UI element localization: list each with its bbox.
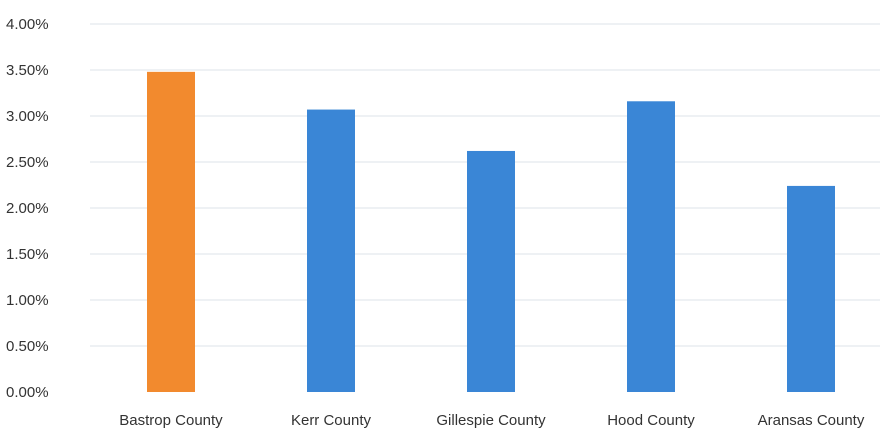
y-tick-label: 2.50% bbox=[6, 154, 49, 171]
y-tick-label: 1.50% bbox=[6, 246, 49, 263]
x-tick-label: Gillespie County bbox=[436, 412, 546, 429]
bars bbox=[147, 71, 835, 392]
y-tick-label: 0.00% bbox=[6, 384, 49, 401]
x-tick-label: Kerr County bbox=[291, 412, 372, 429]
bar-hood-county bbox=[627, 101, 675, 392]
y-axis-tick-labels: 0.00% 0.50% 1.00% 1.50% 2.00% 2.50% 3.00% 3.50%… bbox=[6, 16, 49, 401]
x-axis-category-labels: Bastrop County Kerr County Gillespie Count… bbox=[119, 412, 865, 429]
y-tick-label: 3.00% bbox=[6, 108, 49, 125]
bar-gillespie-county bbox=[467, 150, 515, 392]
y-tick-label: 0.50% bbox=[6, 338, 49, 355]
x-tick-label: Hood County bbox=[607, 412, 695, 429]
y-tick-label: 1.00% bbox=[6, 292, 49, 309]
y-tick-label: 4.00% bbox=[6, 16, 49, 33]
bar-aransas-county bbox=[787, 185, 835, 392]
y-tick-label: 3.50% bbox=[6, 62, 49, 79]
bar-kerr-county bbox=[307, 109, 355, 392]
x-tick-label: Bastrop County bbox=[119, 412, 223, 429]
x-tick-label: Aransas County bbox=[758, 412, 865, 429]
y-tick-label: 2.00% bbox=[6, 200, 49, 217]
bar-bastrop-county bbox=[147, 71, 195, 392]
